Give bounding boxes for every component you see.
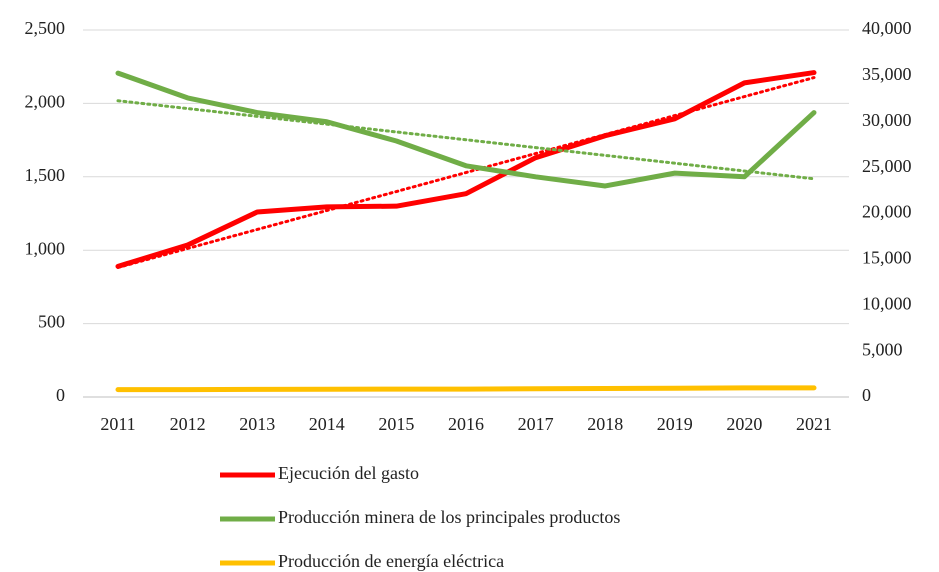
y2-tick-label: 20,000 (862, 202, 912, 222)
y-tick-label: 1,000 (25, 238, 66, 258)
y2-tick-label: 15,000 (862, 248, 912, 268)
legend-label: Producción de energía eléctrica (278, 551, 504, 571)
x-tick-label: 2020 (726, 414, 762, 434)
x-tick-label: 2013 (239, 414, 275, 434)
trend-line (116, 99, 816, 181)
legend-label: Producción minera de los principales pro… (278, 507, 620, 527)
x-tick-label: 2015 (378, 414, 414, 434)
y-tick-label: 500 (38, 312, 65, 332)
y2-tick-label: 10,000 (862, 293, 912, 313)
x-tick-label: 2019 (657, 414, 693, 434)
legend-label: Ejecución del gasto (278, 463, 419, 483)
x-tick-label: 2021 (796, 414, 832, 434)
x-tick-label: 2011 (100, 414, 135, 434)
x-tick-label: 2014 (309, 414, 345, 434)
y-tick-label: 0 (56, 385, 65, 405)
series-line (115, 70, 817, 189)
y2-tick-label: 40,000 (862, 18, 912, 38)
x-tick-label: 2017 (518, 414, 554, 434)
y-tick-label: 2,000 (25, 92, 66, 112)
x-tick-label: 2016 (448, 414, 484, 434)
y-tick-label: 2,500 (25, 18, 66, 38)
y2-tick-label: 5,000 (862, 339, 903, 359)
x-tick-label: 2012 (170, 414, 206, 434)
y-tick-label: 1,500 (25, 165, 66, 185)
y2-tick-label: 25,000 (862, 156, 912, 176)
y2-tick-label: 30,000 (862, 110, 912, 130)
y2-tick-label: 0 (862, 385, 871, 405)
y2-tick-label: 35,000 (862, 64, 912, 84)
series-line (115, 70, 817, 269)
series-line (115, 385, 817, 393)
x-tick-label: 2018 (587, 414, 623, 434)
